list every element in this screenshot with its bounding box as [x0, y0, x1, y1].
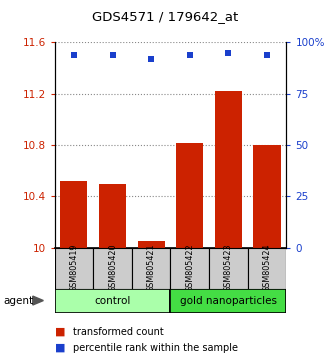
- Point: [110, 52, 115, 58]
- Text: agent: agent: [3, 296, 33, 306]
- Bar: [99, 184, 126, 248]
- Bar: [93, 248, 132, 289]
- Text: GSM805422: GSM805422: [185, 244, 194, 292]
- Text: ■: ■: [55, 343, 65, 353]
- Text: GSM805419: GSM805419: [70, 244, 78, 292]
- Bar: [132, 248, 170, 289]
- Point: [149, 56, 154, 62]
- Text: GDS4571 / 179642_at: GDS4571 / 179642_at: [92, 10, 239, 23]
- Text: GSM805424: GSM805424: [262, 244, 271, 292]
- Bar: [55, 248, 93, 289]
- Text: GSM805423: GSM805423: [224, 244, 233, 292]
- Bar: [176, 143, 203, 248]
- Bar: [60, 181, 87, 248]
- Text: control: control: [94, 296, 131, 306]
- Bar: [138, 241, 165, 248]
- Bar: [55, 289, 170, 313]
- Bar: [248, 248, 286, 289]
- Bar: [215, 91, 242, 248]
- Text: transformed count: transformed count: [73, 327, 164, 337]
- Text: ■: ■: [55, 327, 65, 337]
- Point: [226, 50, 231, 56]
- Text: percentile rank within the sample: percentile rank within the sample: [73, 343, 238, 353]
- Bar: [254, 145, 281, 248]
- Polygon shape: [33, 296, 43, 305]
- Text: GSM805421: GSM805421: [147, 244, 156, 292]
- Point: [187, 52, 192, 58]
- Bar: [209, 248, 248, 289]
- Text: gold nanoparticles: gold nanoparticles: [180, 296, 277, 306]
- Bar: [170, 248, 209, 289]
- Bar: [170, 289, 286, 313]
- Text: GSM805420: GSM805420: [108, 244, 117, 292]
- Point: [71, 52, 76, 58]
- Point: [264, 52, 270, 58]
